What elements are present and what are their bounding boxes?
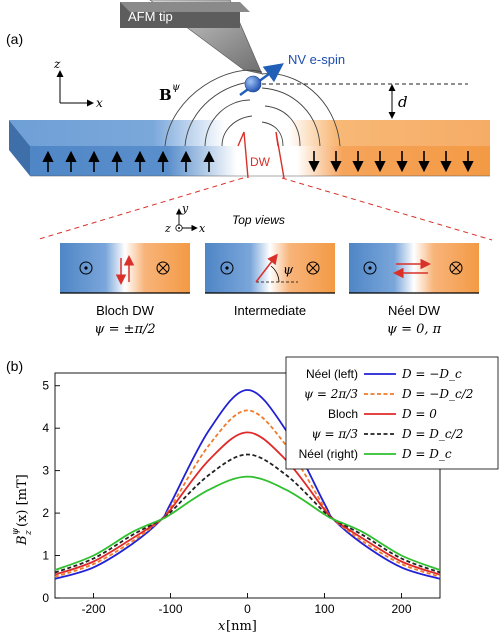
view-bloch-formula: ψ = ±π/2 bbox=[94, 322, 155, 337]
series-line-3 bbox=[54, 453, 441, 574]
plot-area: -200 -100 0 100 200 0 1 2 3 4 5 bbox=[42, 372, 441, 616]
dw-boundary-left bbox=[237, 131, 249, 179]
x-axis-label-rest: [nm] bbox=[226, 619, 257, 634]
view-intermediate: ψ bbox=[205, 243, 335, 294]
axes-zx: z x bbox=[53, 57, 103, 110]
up-arrows bbox=[42, 150, 215, 172]
afm-tip: AFM tip bbox=[120, 0, 263, 75]
panel-b-label: (b) bbox=[6, 358, 23, 374]
down-arrows bbox=[308, 151, 474, 173]
legend-label-right: D = −D_c/2 bbox=[401, 387, 473, 401]
axis-x-top: x bbox=[199, 222, 206, 235]
y-tick-label: 3 bbox=[42, 464, 49, 478]
series-line-4 bbox=[54, 475, 441, 571]
y-tick-label: 1 bbox=[42, 549, 49, 563]
x-tick-label: 0 bbox=[244, 602, 251, 616]
view-neel-formula: ψ = 0, π bbox=[387, 322, 442, 337]
axis-y-top: y bbox=[181, 202, 189, 215]
dw-boundary-right bbox=[275, 131, 285, 179]
y-axis-label-sub: z bbox=[24, 530, 34, 536]
y-axis-label: B ψ z (x) [mT] bbox=[11, 474, 34, 546]
view-intermediate-name: Intermediate bbox=[234, 303, 306, 318]
chart-legend: Néel (left) D = −D_c ψ = 2π/3 D = −D_c/2 Blo… bbox=[285, 356, 499, 470]
b-field-superscript: ψ bbox=[172, 82, 180, 93]
y-axis-label-main: B bbox=[15, 535, 30, 546]
y-tick-label: 2 bbox=[42, 506, 49, 520]
dw-label: DW bbox=[250, 155, 271, 169]
magnetic-slab bbox=[9, 120, 490, 177]
zoom-line-right bbox=[281, 177, 493, 241]
psi-angle-label: ψ bbox=[283, 263, 294, 278]
y-tick-label: 5 bbox=[42, 379, 49, 393]
panel-a-label: (a) bbox=[6, 31, 23, 47]
view-neel-name: Néel DW bbox=[388, 303, 441, 318]
afm-tip-label: AFM tip bbox=[128, 9, 173, 24]
legend-label-left: Bloch bbox=[328, 407, 358, 421]
legend-label-right: D = 0 bbox=[401, 407, 437, 421]
top-views-title: Top views bbox=[232, 213, 285, 227]
legend-label-right: D = D_c bbox=[401, 447, 452, 461]
legend-label-right: D = −D_c bbox=[401, 367, 462, 381]
nv-center: NV e-spin bbox=[239, 52, 345, 96]
y-tick-label: 0 bbox=[42, 591, 49, 605]
axis-z-top: z bbox=[164, 222, 171, 235]
series-line-2 bbox=[54, 431, 441, 576]
nv-spin-label: NV e-spin bbox=[288, 52, 345, 67]
distance-indicator: d bbox=[262, 83, 468, 119]
distance-label: d bbox=[398, 93, 408, 111]
axis-z-label: z bbox=[53, 57, 61, 71]
axes-xyz-top: y x z bbox=[164, 202, 206, 235]
view-neel bbox=[349, 243, 479, 294]
view-bloch-name: Bloch DW bbox=[96, 303, 155, 318]
x-axis-label-main: x bbox=[218, 619, 226, 634]
x-tick-label: -100 bbox=[158, 602, 182, 616]
y-tick-label: 4 bbox=[42, 421, 49, 435]
legend-label-right: D = D_c/2 bbox=[401, 427, 463, 441]
b-field-label: B bbox=[159, 86, 172, 104]
legend-label-left: ψ = 2π/3 bbox=[304, 387, 359, 401]
view-bloch bbox=[60, 243, 190, 294]
x-tick-label: -200 bbox=[81, 602, 105, 616]
series-line-0 bbox=[54, 389, 441, 580]
x-tick-label: 200 bbox=[391, 602, 411, 616]
y-axis-label-sup: ψ bbox=[11, 527, 21, 535]
axis-x-label: x bbox=[96, 96, 103, 110]
zoom-line-left bbox=[35, 177, 244, 241]
legend-label-left: ψ = π/3 bbox=[311, 427, 358, 441]
y-axis-label-rest: (x) [mT] bbox=[15, 474, 30, 527]
legend-label-left: Néel (right) bbox=[299, 447, 358, 461]
x-tick-label: 100 bbox=[314, 602, 334, 616]
legend-label-left: Néel (left) bbox=[306, 367, 358, 381]
series-line-1 bbox=[54, 409, 441, 578]
